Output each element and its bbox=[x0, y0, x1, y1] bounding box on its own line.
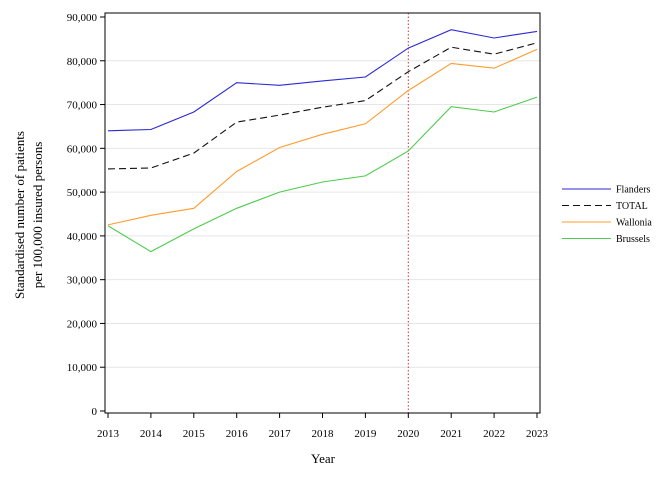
y-axis-label-line2: per 100,000 insured persons bbox=[30, 142, 45, 289]
legend: Flanders TOTAL Wallonia Brussels bbox=[562, 185, 652, 245]
series-line-brussels bbox=[107, 96, 538, 253]
y-tick-label: 10,000 bbox=[67, 362, 98, 374]
legend-label: Flanders bbox=[616, 185, 651, 196]
plot-frame bbox=[104, 12, 541, 414]
legend-label: Wallonia bbox=[616, 218, 652, 229]
y-tick-label: 90,000 bbox=[67, 12, 98, 24]
x-tick-label: 2017 bbox=[269, 428, 292, 440]
x-tick-label: 2022 bbox=[483, 428, 505, 440]
y-axis: 0 10,000 20,000 30,000 40,000 50,000 60,000 70,… bbox=[67, 12, 105, 418]
x-tick-label: 2019 bbox=[354, 428, 377, 440]
x-tick-label: 2018 bbox=[312, 428, 335, 440]
y-tick-label: 50,000 bbox=[67, 187, 98, 199]
x-axis: 2013 2014 2015 2016 2017 2018 2019 2020 2021 2022… bbox=[97, 413, 549, 440]
x-tick-label: 2014 bbox=[140, 428, 163, 440]
y-tick-label: 30,000 bbox=[67, 275, 98, 287]
x-tick-label: 2023 bbox=[526, 428, 549, 440]
series-line-total bbox=[107, 42, 538, 170]
series-line-wallonia bbox=[107, 48, 538, 226]
y-axis-label-line1: Standardised number of patients bbox=[12, 131, 27, 299]
x-tick-label: 2013 bbox=[97, 428, 120, 440]
y-tick-label: 80,000 bbox=[67, 56, 98, 68]
series-line-flanders bbox=[107, 29, 538, 132]
x-tick-label: 2016 bbox=[226, 428, 249, 440]
legend-label: Brussels bbox=[616, 234, 650, 245]
y-tick-label: 60,000 bbox=[67, 143, 98, 155]
x-tick-label: 2020 bbox=[397, 428, 420, 440]
y-tick-label: 70,000 bbox=[67, 100, 98, 112]
grid-lines bbox=[105, 60, 540, 368]
y-tick-label: 0 bbox=[92, 406, 98, 418]
x-axis-label: Year bbox=[311, 451, 336, 466]
y-tick-label: 20,000 bbox=[67, 318, 98, 330]
x-tick-label: 2015 bbox=[183, 428, 206, 440]
series-lines bbox=[107, 29, 538, 253]
legend-label: TOTAL bbox=[616, 201, 648, 212]
y-tick-label: 40,000 bbox=[67, 231, 98, 243]
x-tick-label: 2021 bbox=[440, 428, 462, 440]
